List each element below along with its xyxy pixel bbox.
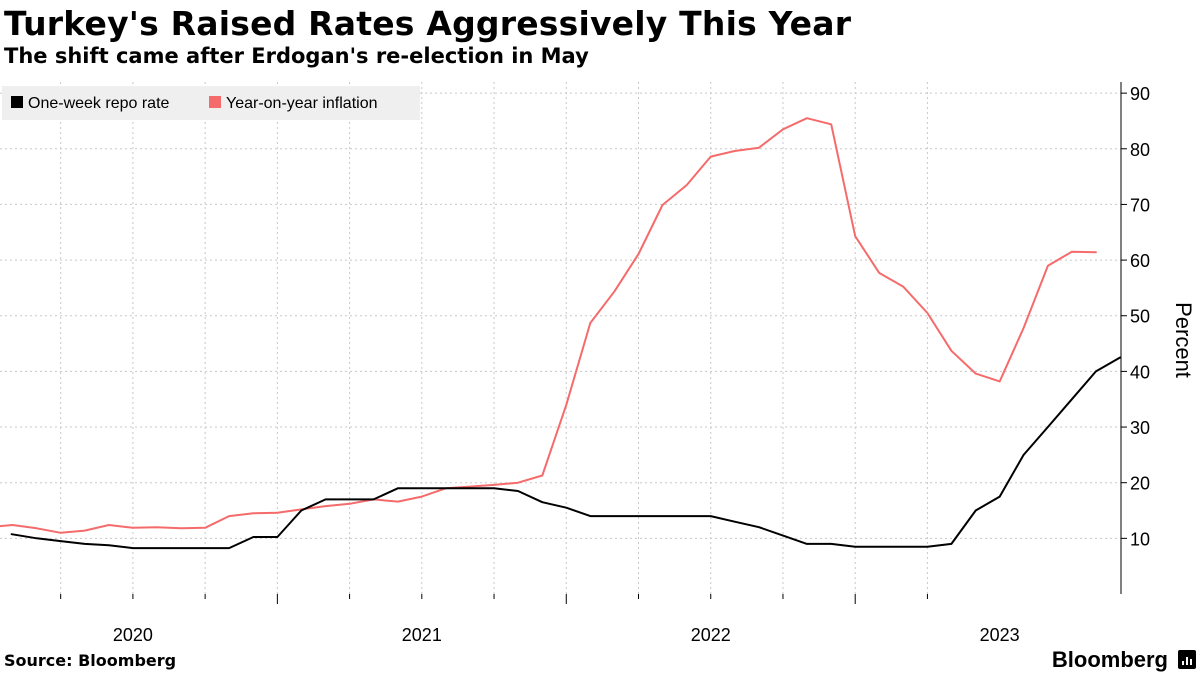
axes <box>60 82 1127 604</box>
series-line-year-on-year-inflation <box>0 117 1097 534</box>
legend: One-week repo rate Year-on-year inflatio… <box>2 86 420 120</box>
legend-swatch-inflation <box>209 96 221 108</box>
chart-title: Turkey's Raised Rates Aggressively This … <box>4 4 852 43</box>
series-line-one-week-repo-rate <box>10 356 1122 550</box>
series-lines <box>0 117 1122 550</box>
y-tick-label: 40 <box>1130 362 1150 382</box>
x-tick-label: 2022 <box>691 625 731 645</box>
legend-label-repo: One-week repo rate <box>28 95 170 112</box>
y-tick-label: 10 <box>1130 529 1150 549</box>
chart-subtitle: The shift came after Erdogan's re-electi… <box>4 44 589 68</box>
legend-swatch-repo <box>11 96 23 108</box>
source-note: Source: Bloomberg <box>4 651 177 670</box>
y-tick-label: 80 <box>1130 140 1150 160</box>
bloomberg-logo: Bloomberg <box>1051 647 1168 672</box>
grid-lines <box>0 82 1121 594</box>
legend-label-inflation: Year-on-year inflation <box>226 95 378 112</box>
x-tick-label: 2020 <box>113 625 153 645</box>
y-tick-label: 50 <box>1130 307 1150 327</box>
x-tick-label: 2021 <box>402 625 442 645</box>
y-tick-label: 70 <box>1130 195 1150 215</box>
y-tick-label: 20 <box>1130 474 1150 494</box>
y-axis-label: Percent <box>1171 302 1196 378</box>
y-tick-labels: 10 20 30 40 50 60 70 80 90 <box>1130 84 1150 549</box>
x-tick-label: 2023 <box>980 625 1020 645</box>
x-tick-labels: 2020 2021 2022 2023 <box>113 625 1020 645</box>
y-tick-label: 90 <box>1130 84 1150 104</box>
bloomberg-terminal-icon <box>1178 650 1196 669</box>
y-tick-label: 30 <box>1130 418 1150 438</box>
y-tick-label: 60 <box>1130 251 1150 271</box>
